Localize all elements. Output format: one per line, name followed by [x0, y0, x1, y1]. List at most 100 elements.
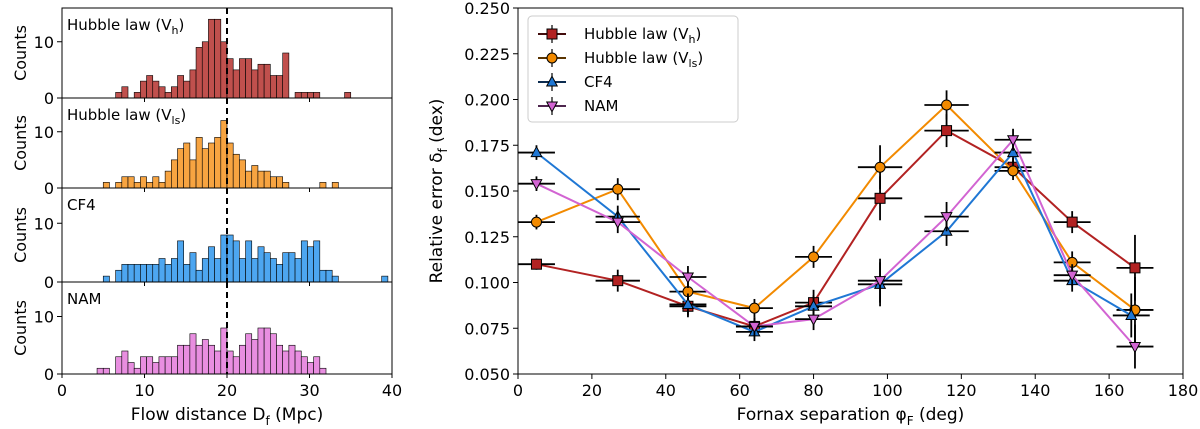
data-point	[681, 297, 695, 309]
histogram-bar	[276, 264, 283, 283]
series-2	[518, 141, 1150, 342]
histogram-bar	[307, 92, 314, 99]
histogram-bar	[313, 240, 321, 283]
histogram-bar	[331, 275, 339, 283]
histogram-bar	[214, 137, 222, 189]
histogram-bar	[294, 92, 302, 99]
y-tick-label: 0.075	[464, 319, 510, 338]
histogram-bar	[177, 75, 184, 99]
data-point	[941, 99, 953, 111]
histogram-bar	[96, 367, 104, 375]
y-tick-label: 10	[34, 214, 54, 233]
y-tick-label: 0	[44, 179, 54, 198]
histogram-bar	[127, 176, 135, 189]
histogram-bar	[307, 246, 314, 283]
x-tick-label: 20	[582, 381, 602, 400]
histogram-bar	[171, 356, 178, 375]
data-point	[1006, 135, 1020, 147]
histogram-bar	[257, 63, 265, 99]
histogram-bar	[313, 356, 321, 375]
histogram-bar	[177, 148, 184, 189]
histogram-bar	[164, 356, 172, 375]
histogram-bar	[115, 269, 123, 283]
legend-marker	[545, 101, 559, 113]
series-line	[536, 137, 1136, 348]
histogram-bar	[127, 264, 135, 283]
histogram-bar	[319, 367, 327, 375]
histogram-bar	[300, 92, 308, 99]
y-tick-label: 0.175	[464, 136, 510, 155]
histogram-bar	[102, 367, 110, 375]
data-point	[530, 258, 542, 270]
y-tick-label: 0.100	[464, 274, 510, 293]
histogram-bar	[276, 344, 283, 375]
y-tick-label: 0.250	[464, 0, 510, 18]
x-tick-label: 20	[217, 381, 237, 400]
histogram-bar	[270, 333, 277, 375]
y-tick-label: 0	[44, 89, 54, 108]
histogram-bar	[133, 367, 141, 375]
histogram-bar	[245, 240, 253, 283]
y-tick-label: 10	[34, 33, 54, 52]
histogram-bar	[257, 327, 265, 375]
histogram-bar	[177, 240, 184, 283]
histogram-bar	[245, 170, 253, 189]
data-point	[748, 302, 760, 314]
histogram-bar	[152, 176, 160, 189]
histogram-bar	[189, 69, 197, 99]
histogram-bar	[146, 264, 154, 283]
x-tick-label: 40	[382, 381, 402, 400]
data-point	[530, 216, 542, 228]
histogram-bar	[115, 182, 123, 189]
legend-marker	[546, 28, 558, 40]
histogram-bar	[115, 356, 123, 375]
x-tick-label: 100	[872, 381, 903, 400]
data-point	[1066, 216, 1078, 228]
x-tick-label: 120	[946, 381, 977, 400]
panel-label: Hubble law (Vh)	[67, 16, 184, 37]
histogram-bar	[282, 182, 290, 189]
legend-marker	[545, 75, 559, 87]
histogram-bar	[146, 356, 154, 375]
data-point	[874, 161, 886, 173]
histogram-bar	[263, 252, 271, 283]
y-axis-label: Counts	[11, 300, 30, 356]
x-tick-label: 40	[656, 381, 676, 400]
histogram-bar	[152, 80, 160, 99]
histogram-bar	[257, 246, 265, 283]
series-3	[518, 128, 1154, 369]
histogram-bar	[282, 52, 290, 99]
histogram-bar	[251, 258, 259, 283]
data-point	[530, 145, 543, 158]
data-point	[1006, 145, 1020, 158]
histogram-bar	[171, 86, 178, 99]
histogram-bar	[313, 92, 321, 99]
histogram-bar	[140, 80, 147, 99]
histogram-bar	[183, 344, 191, 375]
histogram-bar	[288, 252, 296, 283]
histogram-bar	[146, 182, 154, 189]
series-0	[518, 114, 1154, 336]
histogram-panels: 0 10 Hubble law (Vh) Counts 0 10 Hubble law (V…	[11, 7, 402, 428]
histogram-bar	[158, 356, 166, 375]
y-axis-label: Counts	[11, 115, 30, 171]
histogram-1: 0 10 Hubble law (Vh) Counts	[11, 7, 393, 108]
panel-label: Hubble law (Vls)	[67, 106, 186, 127]
histogram-bar	[300, 356, 308, 375]
histogram-bar	[195, 137, 203, 189]
histogram-bar	[189, 252, 197, 283]
histogram-bar	[239, 344, 246, 375]
data-point	[941, 125, 953, 137]
series-line	[535, 150, 1132, 333]
x-axis-label: Flow distance Df (Mpc)	[131, 405, 323, 428]
y-tick-label: 10	[34, 123, 54, 142]
data-point	[807, 314, 820, 326]
histogram-bar	[189, 159, 197, 189]
x-tick-label: 160	[1094, 381, 1125, 400]
histogram-bar	[245, 58, 253, 99]
data-point	[1129, 262, 1141, 274]
histogram-bar	[195, 344, 203, 375]
histogram-2: 0 10 Hubble law (Vls) Counts	[11, 97, 393, 198]
y-tick-label: 0.200	[464, 91, 510, 110]
histogram-bar	[381, 275, 389, 283]
